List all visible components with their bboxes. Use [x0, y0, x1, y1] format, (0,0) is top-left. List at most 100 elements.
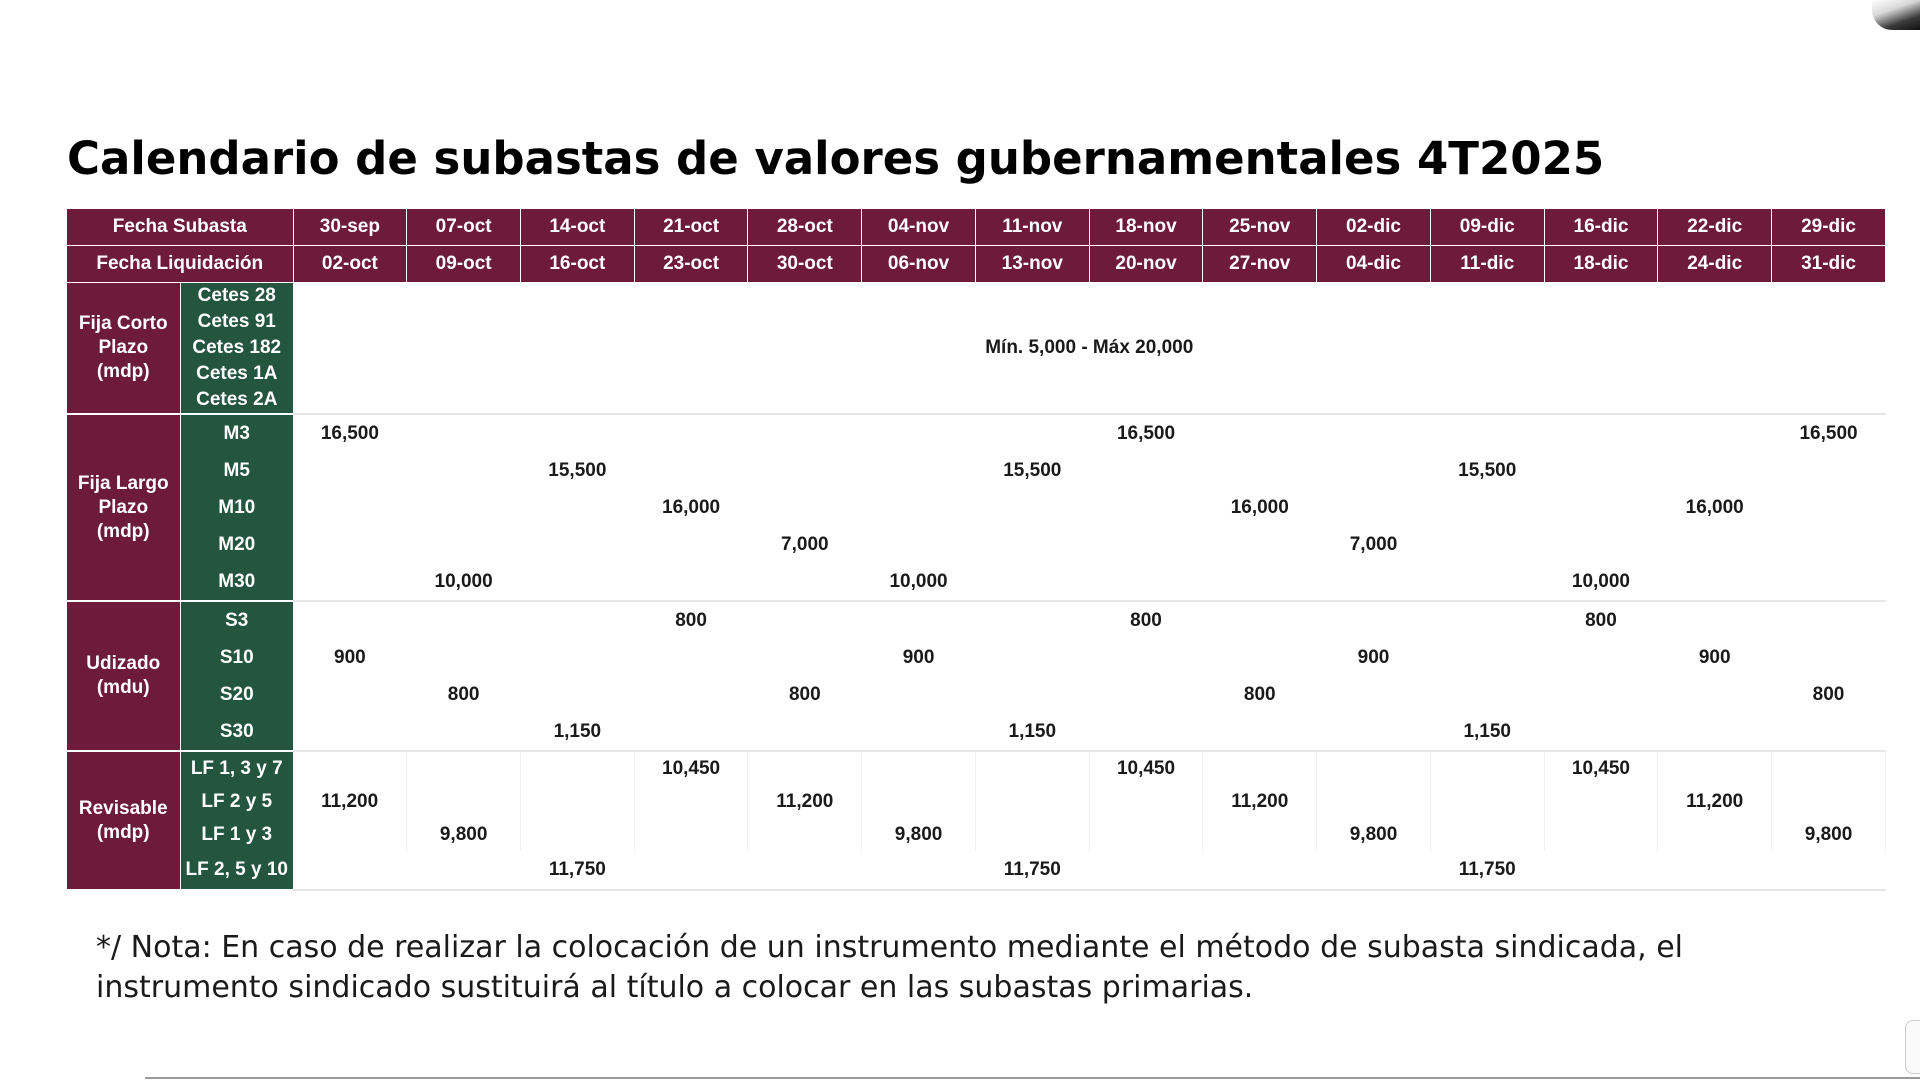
amount-cell [862, 452, 976, 489]
amount-cell [1203, 414, 1317, 452]
calendar-body: Fija Corto Plazo (mdp) Cetes 28 Mín. 5,000 -… [67, 282, 1886, 891]
settlement-date: 30-oct [747, 245, 863, 283]
amount-cell [1089, 452, 1203, 489]
amount-cell [1317, 414, 1431, 452]
section-label-short_term: Fija Corto Plazo (mdp) [67, 282, 181, 415]
table-row: Cetes 182 [67, 335, 1886, 361]
table-row: Fija Corto Plazo (mdp) Cetes 28 Mín. 5,000 -… [67, 282, 1886, 415]
amount-cell: 800 [1812, 683, 1845, 705]
amount-cell: 800 [675, 609, 707, 631]
amount-cell [293, 713, 407, 752]
settlement-date: 31-dic [1771, 245, 1886, 283]
amount-cell [1544, 452, 1658, 489]
amount-cell: 800 [1243, 683, 1276, 705]
amount-cell [1772, 452, 1886, 489]
amount-cell [1430, 414, 1544, 452]
amount-cell [293, 851, 407, 891]
amount-cell [1544, 713, 1658, 752]
auction-date: 11-nov [975, 209, 1090, 246]
instrument-label: S20 [180, 676, 294, 713]
section-label-line: Revisable [78, 797, 168, 819]
amount-cell: 900 [334, 646, 366, 668]
amount-cell [748, 452, 862, 489]
section-label-revisable: Revisable (mdp) [67, 751, 181, 891]
amount-cell: 16,500 [1116, 422, 1176, 444]
settlement-date: 27-nov [1202, 245, 1318, 283]
section-label-line: Plazo [98, 337, 149, 358]
amount-cell [975, 818, 1090, 851]
table-row: S10 900 900 900 900 [67, 639, 1886, 676]
amount-cell [520, 563, 635, 602]
amount-cell [862, 676, 976, 713]
section-label-line: Fija Corto [78, 313, 168, 334]
amount-cell [407, 452, 521, 489]
scrollbar[interactable] [1905, 1020, 1920, 1074]
amount-cell: 16,000 [1230, 496, 1289, 518]
amount-cell [861, 785, 976, 818]
amount-cell [1544, 851, 1658, 891]
amount-cell [520, 785, 635, 818]
auction-date-row: Fecha Subasta 30-sep 07-oct 14-oct 21-oct 28… [67, 209, 1886, 246]
amount-cell [1772, 601, 1886, 639]
amount-cell [1089, 785, 1204, 818]
amount-cell [975, 414, 1089, 452]
amount-cell [747, 713, 862, 752]
amount-cell [747, 751, 863, 785]
table-row: S30 1,150 1,150 1,150 [67, 713, 1886, 752]
amount-cell: 1,150 [1430, 713, 1545, 752]
amount-cell [975, 639, 1089, 676]
instrument-label: LF 1 y 3 [180, 818, 294, 851]
amount-cell [407, 526, 521, 563]
amount-cell [1089, 526, 1203, 563]
settlement-date: 06-nov [861, 245, 976, 283]
amount-cell: 11,200 [1657, 785, 1773, 818]
table-row: Revisable (mdp) LF 1, 3 y 7 10,450 10,450 10,… [67, 751, 1886, 891]
instrument-label: S30 [180, 713, 294, 752]
table-row: M20 7,000 7,000 [67, 526, 1886, 563]
settlement-date: 24-dic [1657, 245, 1773, 283]
amount-cell: 1,150 [975, 713, 1090, 752]
amount-cell [407, 489, 521, 526]
instrument-label: M10 [180, 489, 294, 526]
amount-cell: 10,000 [861, 563, 976, 602]
settlement-date: 09-oct [406, 245, 521, 283]
auction-date-label: Fecha Subasta [67, 209, 294, 246]
amount-cell [1772, 526, 1886, 563]
amount-cell [1430, 601, 1544, 639]
amount-cell [1430, 563, 1545, 602]
amount-cell [520, 639, 634, 676]
amount-cell [861, 713, 976, 752]
auction-date: 18-nov [1089, 209, 1204, 246]
instrument-label: M30 [180, 563, 294, 602]
amount-cell [293, 452, 407, 489]
amount-cell [407, 639, 521, 676]
amount-cell [520, 818, 635, 851]
amount-cell [861, 751, 976, 785]
amount-cell: 11,200 [293, 785, 408, 818]
amount-cell: 1,150 [520, 713, 635, 752]
page-title: Calendario de subastas de valores gubern… [67, 132, 1605, 185]
amount-cell [1316, 563, 1431, 602]
amount-cell [406, 785, 521, 818]
amount-cell [1202, 563, 1317, 602]
amount-cell [1544, 639, 1658, 676]
table-row: Cetes 2A [67, 387, 1886, 415]
amount-cell [1317, 601, 1431, 639]
settlement-date: 16-oct [520, 245, 635, 283]
amount-cell: 16,500 [1799, 422, 1858, 444]
section-label-line: (mdp) [96, 821, 150, 843]
amount-cell [634, 639, 748, 676]
amount-cell [1657, 818, 1773, 851]
auction-date: 16-dic [1544, 209, 1659, 246]
amount-cell [1772, 489, 1886, 526]
amount-cell [1203, 526, 1317, 563]
amount-cell [1089, 851, 1203, 891]
amount-cell [1430, 751, 1545, 785]
table-row: Cetes 91 [67, 309, 1886, 335]
amount-cell [1203, 601, 1317, 639]
table-row: S20 800 800 800 800 [67, 676, 1886, 713]
instrument-label: M3 [180, 414, 294, 452]
amount-cell [862, 414, 976, 452]
amount-cell [1430, 526, 1544, 563]
amount-cell [1430, 639, 1544, 676]
